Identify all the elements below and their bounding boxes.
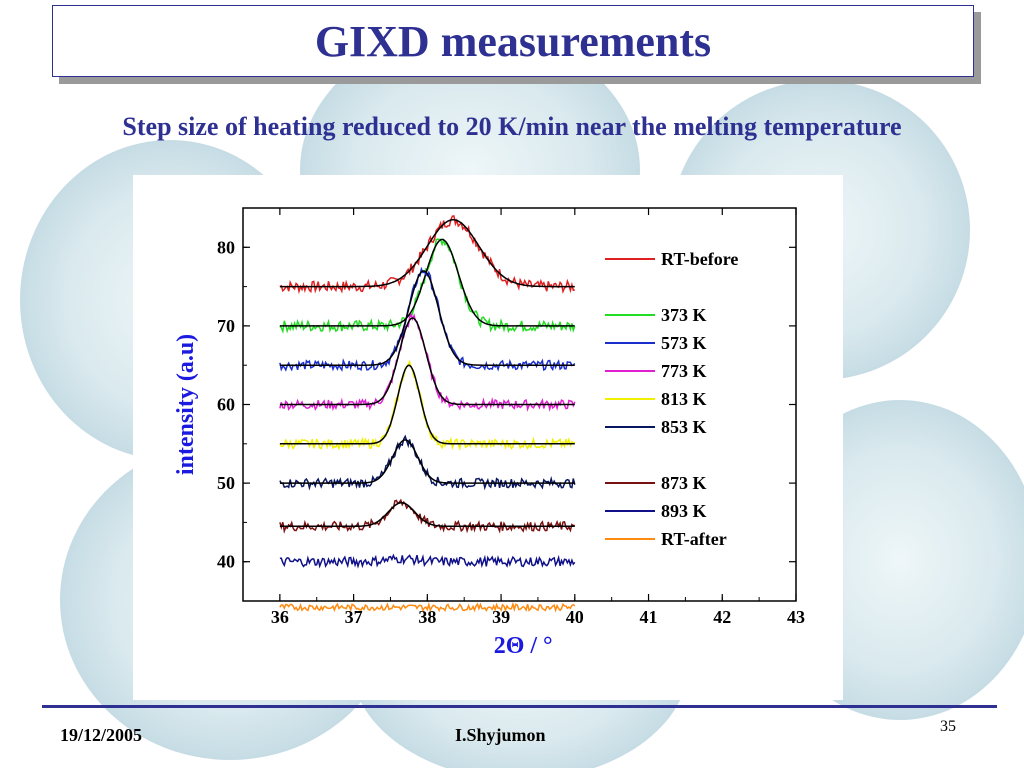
series-line [279,553,576,569]
x-tick-label: 37 [345,607,363,627]
fit-line [279,364,575,445]
fit-line [279,219,575,288]
legend-label: 873 K [661,473,707,493]
legend-label: 773 K [661,361,707,381]
series-line [279,215,575,295]
x-tick-label: 43 [787,607,805,627]
y-axis-label: intensity (a.u) [173,334,199,475]
y-tick-label: 50 [217,473,235,493]
legend-label: 373 K [661,305,707,325]
page-number: 35 [940,718,956,735]
slide-subtitle: Step size of heating reduced to 20 K/min… [122,112,902,141]
footer-author: I.Shyjumon [455,725,546,745]
fit-line [279,317,575,406]
fit-line [279,270,575,366]
footer-divider [42,705,997,708]
title-box: GIXD measurements [52,5,974,77]
fit-line [279,238,575,327]
x-tick-label: 38 [418,607,436,627]
x-tick-label: 42 [713,607,731,627]
series-line [279,601,576,613]
legend-label: 573 K [661,333,707,353]
x-tick-label: 36 [271,607,289,627]
fit-line [279,439,575,484]
legend-label: 853 K [661,417,707,437]
fit-line [279,502,575,528]
chart-panel [133,175,843,700]
x-axis-label: 2Θ / ° [494,633,553,659]
y-tick-label: 60 [217,395,235,415]
slide-title: GIXD measurements [314,16,712,66]
y-tick-label: 70 [217,316,235,336]
legend-label: 893 K [661,501,707,521]
series-line [279,312,576,412]
legend-label: 813 K [661,389,707,409]
x-tick-label: 40 [566,607,584,627]
legend-label: RT-after [661,529,727,549]
footer-date: 19/12/2005 [60,725,143,745]
x-tick-label: 41 [640,607,658,627]
y-tick-label: 40 [217,552,235,572]
y-tick-label: 80 [217,237,235,257]
legend-label: RT-before [661,249,738,269]
